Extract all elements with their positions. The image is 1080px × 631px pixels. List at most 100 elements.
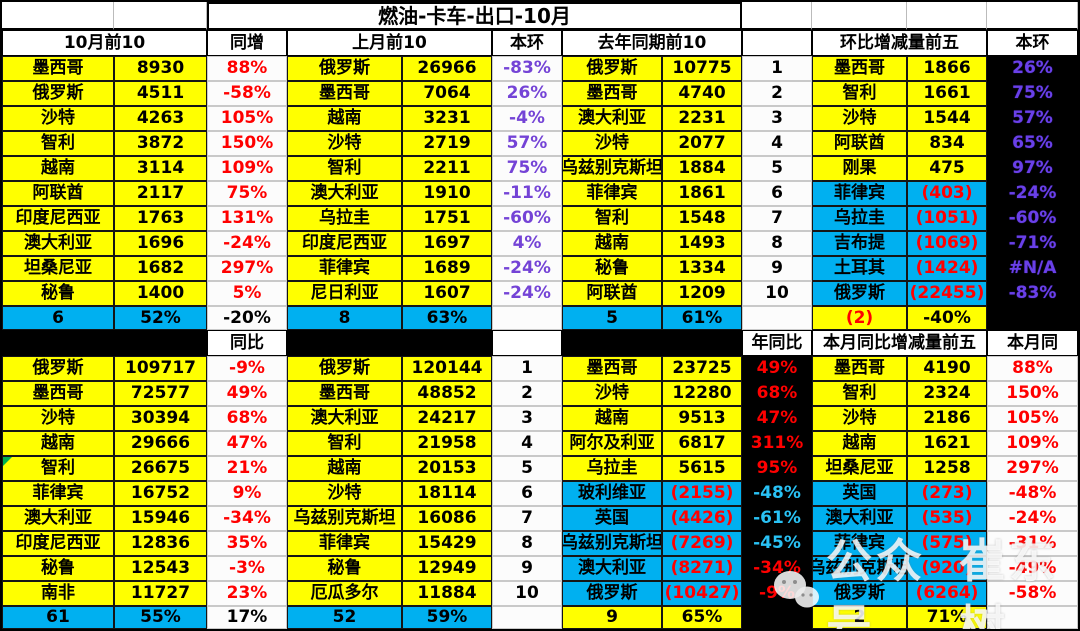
pct-cell: 68% — [742, 381, 812, 406]
footer-blank — [492, 306, 562, 330]
value-cell: (575) — [907, 531, 987, 556]
pct-cell: -4% — [492, 106, 562, 131]
footer-count: 6 — [2, 306, 114, 330]
pct-cell: -71% — [987, 231, 1078, 256]
value-cell: 1400 — [114, 281, 207, 306]
country-cell: 菲律宾 — [287, 256, 402, 281]
header-month-yoy: 本月同 — [987, 330, 1078, 356]
footer-blank — [987, 606, 1078, 629]
country-cell: 刚果 — [812, 156, 907, 181]
country-cell: 阿联酋 — [812, 131, 907, 156]
country-cell: 乌拉圭 — [562, 456, 662, 481]
pct-cell: -24% — [492, 281, 562, 306]
country-cell: 越南 — [562, 231, 662, 256]
country-cell: 澳大利亚 — [287, 181, 402, 206]
value-cell: 7064 — [402, 81, 492, 106]
value-cell: 15946 — [114, 506, 207, 531]
pct-cell: 57% — [987, 106, 1078, 131]
pct-cell: 97% — [987, 156, 1078, 181]
value-cell: 1696 — [114, 231, 207, 256]
footer-share: 63% — [402, 306, 492, 330]
country-cell: 俄罗斯 — [2, 81, 114, 106]
value-cell: (403) — [907, 181, 987, 206]
footer-share: 61% — [662, 306, 742, 330]
pct-cell: -9% — [742, 581, 812, 606]
footer-count: 2 — [812, 606, 907, 629]
value-cell: 5615 — [662, 456, 742, 481]
country-cell: 乌兹别克斯坦 — [287, 506, 402, 531]
value-cell: 1661 — [907, 81, 987, 106]
country-cell: 乌拉圭 — [812, 206, 907, 231]
value-cell: 1697 — [402, 231, 492, 256]
value-cell: 8930 — [114, 56, 207, 81]
rank-cell: 4 — [742, 131, 812, 156]
value-cell: 10775 — [662, 56, 742, 81]
country-cell: 乌兹别克斯坦 — [812, 556, 907, 581]
country-cell: 智利 — [812, 381, 907, 406]
value-cell: 1763 — [114, 206, 207, 231]
header-mom-pct-2: 本环 — [987, 30, 1078, 56]
header-lastyear-top10: 去年同期前10 — [562, 30, 742, 56]
footer-black — [987, 306, 1078, 330]
pct-cell: #N/A — [987, 256, 1078, 281]
pct-cell: 35% — [207, 531, 287, 556]
value-cell: 18114 — [402, 481, 492, 506]
footer-count: 8 — [287, 306, 402, 330]
pct-cell: -24% — [207, 231, 287, 256]
country-cell: 沙特 — [562, 381, 662, 406]
country-cell: 秘鲁 — [562, 256, 662, 281]
title-filler — [907, 2, 987, 30]
value-cell: 475 — [907, 156, 987, 181]
pct-cell: 65% — [987, 131, 1078, 156]
country-cell: 俄罗斯 — [812, 281, 907, 306]
country-cell: 阿联酋 — [562, 281, 662, 306]
country-cell: 墨西哥 — [2, 381, 114, 406]
rank-cell: 5 — [492, 456, 562, 481]
footer-count: 61 — [2, 606, 114, 629]
country-cell: 阿联酋 — [2, 181, 114, 206]
country-cell: 越南 — [2, 431, 114, 456]
value-cell: 3231 — [402, 106, 492, 131]
header-month-yoy-change-top5: 本月同比增减量前五 — [812, 330, 987, 356]
country-cell: 俄罗斯 — [287, 356, 402, 381]
value-cell: 4511 — [114, 81, 207, 106]
country-cell: 菲律宾 — [812, 531, 907, 556]
country-cell: 沙特 — [812, 406, 907, 431]
value-cell: 12836 — [114, 531, 207, 556]
footer-count: 5 — [562, 306, 662, 330]
pct-cell: 109% — [207, 156, 287, 181]
pct-cell: 75% — [987, 81, 1078, 106]
value-cell: 29666 — [114, 431, 207, 456]
header-black-bar — [287, 330, 492, 356]
value-cell: 12949 — [402, 556, 492, 581]
value-cell: 3872 — [114, 131, 207, 156]
rank-cell: 5 — [742, 156, 812, 181]
value-cell: 72577 — [114, 381, 207, 406]
rank-cell: 2 — [492, 381, 562, 406]
country-cell: 尼日利亚 — [287, 281, 402, 306]
country-cell: 菲律宾 — [287, 531, 402, 556]
country-cell: 沙特 — [562, 131, 662, 156]
country-cell: 乌兹别克斯坦 — [562, 156, 662, 181]
footer-black — [742, 606, 812, 629]
pct-cell: 26% — [492, 81, 562, 106]
value-cell: (22455) — [907, 281, 987, 306]
country-cell: 南非 — [2, 581, 114, 606]
value-cell: 2231 — [662, 106, 742, 131]
value-cell: 3114 — [114, 156, 207, 181]
country-cell: 智利 — [2, 131, 114, 156]
value-cell: 1548 — [662, 206, 742, 231]
pct-cell: 49% — [207, 381, 287, 406]
value-cell: 1751 — [402, 206, 492, 231]
rank-cell: 3 — [492, 406, 562, 431]
value-cell: 1682 — [114, 256, 207, 281]
rank-cell: 8 — [742, 231, 812, 256]
footer-share: 65% — [662, 606, 742, 629]
country-cell: 菲律宾 — [562, 181, 662, 206]
pct-cell: 88% — [987, 356, 1078, 381]
value-cell: (1069) — [907, 231, 987, 256]
value-cell: (1424) — [907, 256, 987, 281]
pct-cell: 311% — [742, 431, 812, 456]
